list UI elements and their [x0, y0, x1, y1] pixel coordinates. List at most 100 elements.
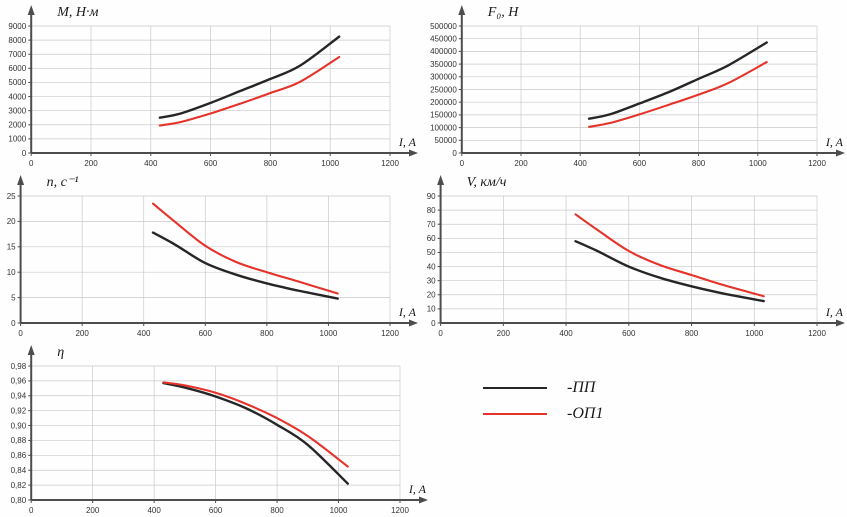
axis-x-arrow-icon [409, 149, 418, 157]
legend-line-op1-swatch [483, 413, 547, 415]
x-tick-label: 200 [84, 159, 98, 168]
x-tick-label: 600 [209, 506, 223, 515]
y-tick-label: 9000 [8, 22, 26, 31]
y-tick-label: 100000 [430, 123, 457, 132]
y-tick-label: 30 [427, 276, 436, 285]
x-tick-label: 1000 [320, 329, 338, 338]
x-tick-label: 1200 [381, 159, 399, 168]
x-tick-label: 0 [29, 506, 34, 515]
x-tick-label: 0 [29, 159, 34, 168]
chart-title: V, км/ч [467, 175, 507, 190]
y-tick-label: 0,80 [11, 496, 27, 505]
y-tick-label: 0 [11, 319, 16, 328]
x-tick-label: 800 [260, 329, 274, 338]
gridlines [31, 365, 401, 500]
x-axis-label: I, A [825, 305, 844, 319]
x-tick-label: 200 [497, 329, 511, 338]
x-tick-label: 1000 [749, 159, 767, 168]
y-tick-label: 10 [7, 268, 16, 277]
legend-item-pp: -ПП [483, 380, 603, 396]
y-tick-label: 0,94 [11, 392, 27, 401]
x-axis-label: I, A [408, 482, 427, 496]
velocity-svg: 0 10 20 30 40 50 60 70 80 90 0 200 400 600 800 1000 1200… [427, 175, 845, 338]
chart-efficiency: 0,80 0,82 0,84 0,86 0,88 0,90 0,92 0,94 0,96 0,98… [0, 340, 430, 517]
chart-title: η [57, 345, 64, 360]
axis-y-arrow-icon [27, 5, 35, 15]
gridlines [440, 195, 818, 323]
series-line-ПП [587, 41, 768, 120]
chart-title: F₀, Н [487, 5, 519, 20]
x-tick-label: 400 [559, 329, 573, 338]
legend-label-op1: -ОП1 [567, 405, 604, 422]
y-tick-label: 5000 [8, 78, 26, 87]
efficiency-svg: 0,80 0,82 0,84 0,86 0,88 0,90 0,92 0,94 0,96 0,98… [11, 345, 428, 515]
series-line-ОП1 [151, 202, 339, 295]
y-tick-label: 0,96 [11, 377, 27, 386]
legend-line-pp-swatch [483, 387, 547, 389]
y-tick-label: 450000 [430, 35, 457, 44]
y-tick-label: 20 [7, 217, 16, 226]
axis-y-arrow-icon [17, 175, 25, 185]
y-tick-label: 0 [431, 319, 436, 328]
axes [17, 175, 418, 327]
x-axis-label: I, A [398, 305, 417, 319]
x-tick-label: 400 [147, 506, 161, 515]
axis-y-arrow-icon [27, 345, 35, 355]
force-svg: 0 50000 100000 150000 200000 250000 300000 3500… [430, 5, 845, 168]
x-tick-label: 200 [514, 159, 528, 168]
chart-title: M, Н·м [56, 5, 98, 20]
x-tick-label: 1200 [808, 329, 826, 338]
legend-label-pp: -ПП [567, 379, 596, 396]
axis-x-arrow-icon [409, 319, 418, 327]
y-tick-label: 0,90 [11, 421, 27, 430]
y-tick-label: 6000 [8, 64, 26, 73]
torque-svg: 0 1000 2000 3000 4000 5000 6000 7000 8000 9000 0 20… [8, 5, 418, 168]
x-tick-label: 200 [75, 329, 89, 338]
y-tick-label: 0,88 [11, 436, 27, 445]
y-tick-label: 0,86 [11, 451, 27, 460]
series-line-ПП [151, 231, 339, 300]
y-tick-label: 200000 [430, 98, 457, 107]
series-line-ПП [574, 240, 765, 303]
y-tick-label: 0 [22, 149, 27, 158]
y-tick-label: 3000 [8, 106, 26, 115]
x-tick-label: 400 [574, 159, 588, 168]
x-tick-label: 1200 [808, 159, 826, 168]
y-tick-label: 80 [427, 206, 436, 215]
x-tick-label: 800 [270, 506, 284, 515]
x-tick-label: 0 [438, 329, 443, 338]
y-tick-label: 15 [7, 243, 16, 252]
axis-x-arrow-icon [419, 496, 428, 504]
x-tick-label: 1000 [321, 159, 339, 168]
x-tick-label: 800 [264, 159, 278, 168]
y-tick-label: 90 [427, 192, 436, 201]
y-tick-label: 250000 [430, 85, 457, 94]
x-tick-label: 600 [622, 329, 636, 338]
y-tick-label: 300000 [430, 73, 457, 82]
y-tick-label: 4000 [8, 92, 26, 101]
series-line-ОП1 [574, 213, 765, 298]
y-tick-label: 150000 [430, 111, 457, 120]
axes [458, 5, 845, 157]
x-tick-label: 400 [137, 329, 151, 338]
tick-labels: 0,80 0,82 0,84 0,86 0,88 0,90 0,92 0,94 0,96 0,98… [11, 362, 410, 515]
y-tick-label: 0,98 [11, 362, 27, 371]
y-tick-label: 400000 [430, 47, 457, 56]
x-tick-label: 600 [204, 159, 218, 168]
chart-rotation-speed: 0 5 10 15 20 25 0 200 400 600 800 1000 1200 n, c⁻¹ I, … [0, 170, 420, 340]
axis-x-arrow-icon [836, 319, 845, 327]
series-line-ПП [162, 381, 349, 485]
series-line-ОП1 [158, 55, 341, 127]
tick-labels: 0 10 20 30 40 50 60 70 80 90 0 200 400 600 800 1000 1200 [427, 192, 827, 338]
legend-item-op1: -ОП1 [483, 406, 603, 422]
axes [27, 5, 418, 157]
y-tick-label: 50 [427, 248, 436, 257]
rotation-speed-svg: 0 5 10 15 20 25 0 200 400 600 800 1000 1200 n, c⁻¹ I, … [7, 175, 418, 338]
x-tick-label: 1200 [381, 329, 399, 338]
tick-labels: 0 50000 100000 150000 200000 250000 300000 3500… [430, 22, 826, 168]
chart-legend: -ПП -ОП1 [483, 380, 603, 422]
y-tick-label: 40 [427, 262, 436, 271]
y-tick-label: 0,82 [11, 481, 27, 490]
y-tick-label: 50000 [435, 136, 458, 145]
gridlines [20, 195, 391, 323]
